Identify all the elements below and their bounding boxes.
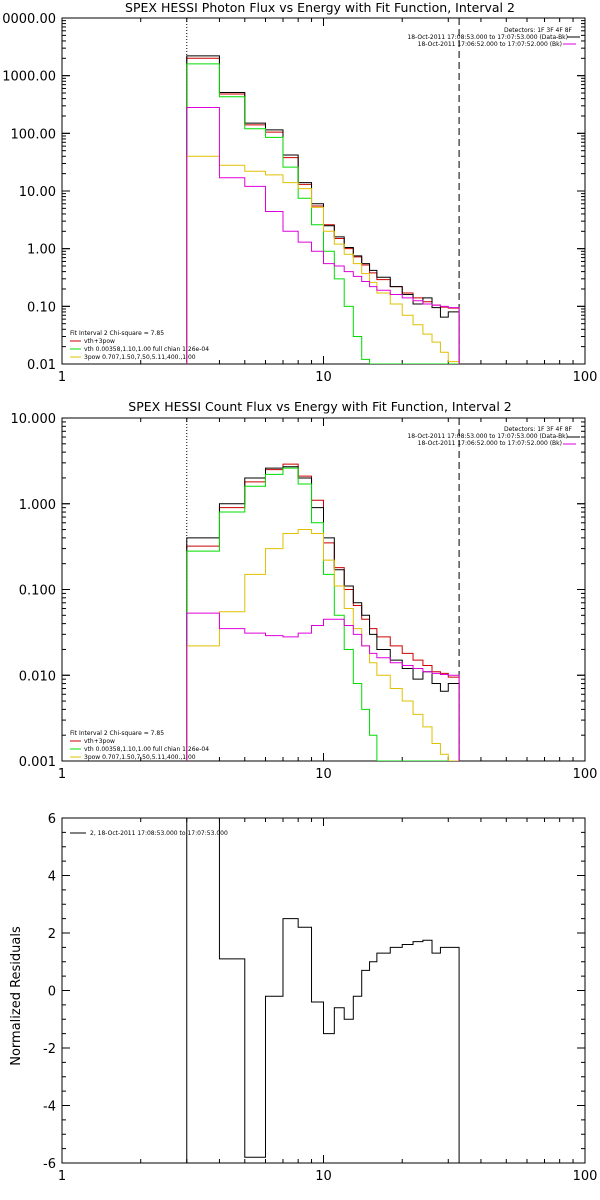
photon-flux-series-3pow bbox=[186, 155, 460, 364]
photon-flux-header-data-interval: 18-Oct-2011 17:08:53.000 to 17:07:53.000… bbox=[407, 34, 568, 41]
count-flux-fit-vth: vth 0.00358,1.10,1.00 full chian 1.26e-0… bbox=[84, 746, 209, 753]
count-flux-y-tick-label: 0.100 bbox=[19, 584, 56, 599]
count-flux-header: Detectors: 1F 3F 4F 8F 18-Oct-2011 17:08… bbox=[407, 426, 572, 447]
photon-flux-series-data-bk bbox=[186, 55, 460, 364]
count-flux-header-bk-interval: 18-Oct-2011 17:06:52.000 to 17:07:52.000… bbox=[418, 440, 562, 447]
residuals-panel: Normalized Residuals 2, 18-Oct-2011 17:0… bbox=[9, 812, 597, 1184]
photon-flux-series-vth bbox=[186, 63, 460, 364]
count-flux-y-tick-label: 10.000 bbox=[11, 412, 57, 427]
count-flux-y-tick-label: 0.010 bbox=[19, 669, 56, 684]
count-flux-fit-total: vth+3pow bbox=[84, 738, 115, 745]
count-flux-title: SPEX HESSI Count Flux vs Energy with Fit… bbox=[128, 399, 511, 414]
photon-flux-fit-legend: Fit Interval 2 Chi-square = 7.85 vth+3po… bbox=[70, 330, 209, 361]
photon-flux-title: SPEX HESSI Photon Flux vs Energy with Fi… bbox=[125, 0, 515, 15]
photon-flux-fit-3pow: 3pow 0.707,1.50,7.50,5.11,400.,1.00 bbox=[84, 354, 196, 361]
residuals-x-tick-label: 100 bbox=[573, 1169, 598, 1184]
photon-flux-x-tick-label: 1 bbox=[58, 370, 66, 385]
photon-flux-series-vth-3pow bbox=[186, 57, 460, 364]
count-flux-x-tick-label: 10 bbox=[315, 767, 332, 782]
photon-flux-y-tick-label: 100.00 bbox=[11, 127, 57, 142]
residuals-y-tick-label: -6 bbox=[43, 1157, 56, 1172]
residuals-y-tick-label: 6 bbox=[48, 812, 56, 827]
count-flux-series-vth bbox=[186, 467, 460, 761]
count-flux-y-tick-label: 0.001 bbox=[19, 755, 56, 770]
residuals-y-tick-label: 0 bbox=[48, 985, 56, 1000]
photon-flux-y-tick-label: 0.01 bbox=[27, 358, 56, 373]
photon-flux-y-tick-label: 0000.00 bbox=[2, 12, 56, 27]
count-flux-y-tick-label: 1.000 bbox=[19, 498, 56, 513]
count-flux-header-detectors: Detectors: 1F 3F 4F 8F bbox=[504, 426, 573, 433]
photon-flux-fit-interval: Fit Interval 2 Chi-square = 7.85 bbox=[70, 330, 164, 337]
count-flux-x-tick-label: 1 bbox=[58, 767, 66, 782]
residuals-x-tick-label: 10 bbox=[315, 1169, 332, 1184]
photon-flux-header-detectors: Detectors: 1F 3F 4F 8F bbox=[504, 27, 573, 34]
residuals-ylabel: Normalized Residuals bbox=[9, 926, 24, 1066]
residuals-y-tick-label: 4 bbox=[48, 870, 56, 885]
photon-flux-header: Detectors: 1F 3F 4F 8F 18-Oct-2011 17:08… bbox=[407, 27, 572, 48]
residuals-y-tick-label: -4 bbox=[43, 1100, 56, 1115]
residuals-x-tick-label: 1 bbox=[58, 1169, 66, 1184]
photon-flux-y-tick-label: 10.00 bbox=[19, 185, 56, 200]
photon-flux-y-tick-label: 1000.00 bbox=[2, 70, 56, 85]
count-flux-series-vth-3pow bbox=[186, 463, 460, 761]
photon-flux-series-bk bbox=[186, 107, 460, 364]
photon-flux-fit-total: vth+3pow bbox=[84, 338, 115, 345]
photon-flux-x-tick-label: 100 bbox=[573, 370, 598, 385]
photon-flux-panel: SPEX HESSI Photon Flux vs Energy with Fi… bbox=[2, 0, 597, 385]
residuals-legend-text: 2, 18-Oct-2011 17:08:53.000 to 17:07:53.… bbox=[90, 830, 228, 837]
photon-flux-x-tick-label: 10 bbox=[315, 370, 332, 385]
count-flux-fit-interval: Fit Interval 2 Chi-square = 7.85 bbox=[70, 730, 164, 737]
photon-flux-y-tick-label: 1.00 bbox=[27, 243, 56, 258]
residuals-y-tick-label: -2 bbox=[43, 1042, 56, 1057]
count-flux-x-tick-label: 100 bbox=[573, 767, 598, 782]
photon-flux-header-bk-interval: 18-Oct-2011 17:06:52.000 to 17:07:52.000… bbox=[418, 41, 562, 48]
photon-flux-fit-vth: vth 0.00358,1.10,1.00 full chian 1.26e-0… bbox=[84, 346, 209, 353]
count-flux-fit-legend: Fit Interval 2 Chi-square = 7.85 vth+3po… bbox=[70, 730, 209, 761]
count-flux-panel: SPEX HESSI Count Flux vs Energy with Fit… bbox=[11, 399, 598, 782]
residuals-series-residuals bbox=[186, 818, 460, 1163]
count-flux-fit-3pow: 3pow 0.707,1.50,7.50,5.11,400.,1.00 bbox=[84, 754, 196, 761]
count-flux-header-data-interval: 18-Oct-2011 17:08:53.000 to 17:07:53.000… bbox=[407, 433, 568, 440]
count-flux-series-bk bbox=[186, 612, 460, 761]
residuals-y-tick-label: 2 bbox=[48, 927, 56, 942]
photon-flux-y-tick-label: 0.10 bbox=[27, 300, 56, 315]
